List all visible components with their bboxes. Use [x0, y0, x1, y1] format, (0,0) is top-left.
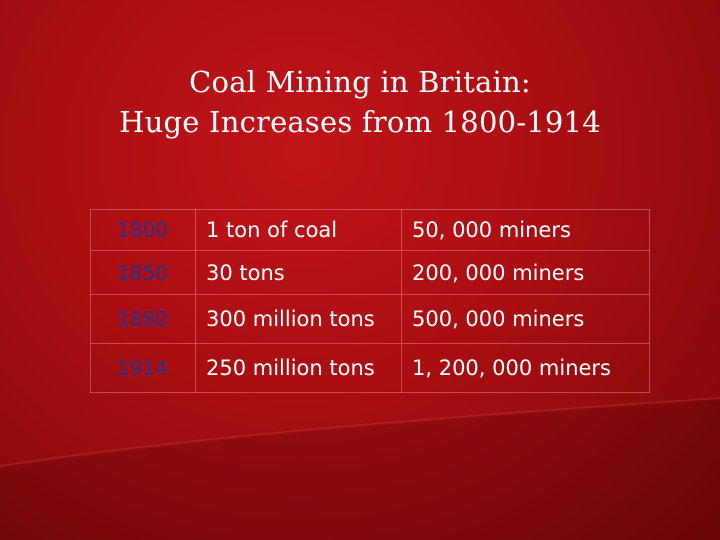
year-cell: 1800 [90, 209, 196, 251]
miners-cell: 200, 000 miners [401, 250, 650, 295]
output-cell: 250 million tons [195, 343, 402, 393]
miners-cell: 50, 000 miners [401, 209, 650, 251]
year-cell: 1850 [90, 250, 196, 295]
table-row: 1850 30 tons 200, 000 miners [90, 250, 650, 295]
coal-mining-table: 1800 1 ton of coal 50, 000 miners 1850 3… [90, 209, 650, 393]
miners-cell: 1, 200, 000 miners [401, 343, 650, 393]
miners-cell: 500, 000 miners [401, 294, 650, 344]
table-row: 1914 250 million tons 1, 200, 000 miners [90, 343, 650, 393]
slide-title-line-2: Huge Increases from 1800-1914 [119, 105, 601, 139]
table-row: 1880 300 million tons 500, 000 miners [90, 294, 650, 344]
slide-title: Coal Mining in Britain: Huge Increases f… [0, 62, 720, 142]
output-cell: 30 tons [195, 250, 402, 295]
table-row: 1800 1 ton of coal 50, 000 miners [90, 209, 650, 251]
slide-title-line-1: Coal Mining in Britain: [189, 65, 531, 99]
output-cell: 1 ton of coal [195, 209, 402, 251]
year-cell: 1880 [90, 294, 196, 344]
year-cell: 1914 [90, 343, 196, 393]
output-cell: 300 million tons [195, 294, 402, 344]
